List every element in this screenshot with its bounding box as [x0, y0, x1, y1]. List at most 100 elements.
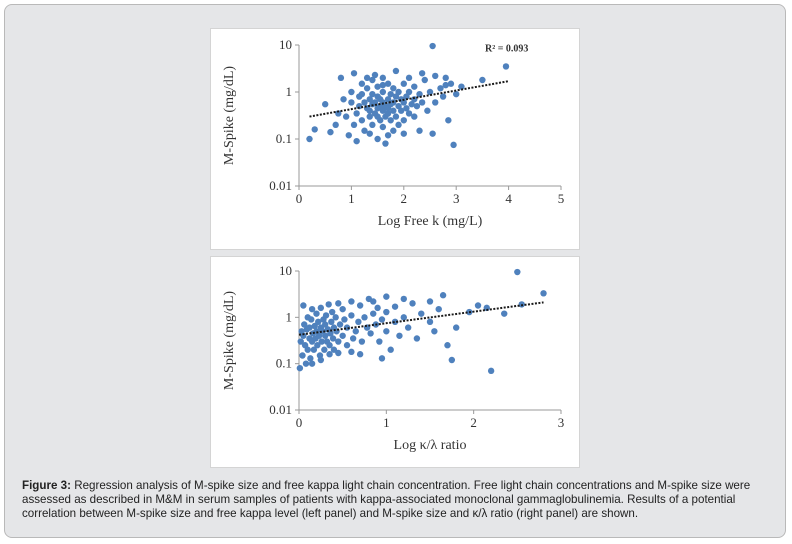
data-point: [306, 324, 313, 331]
data-point: [369, 76, 376, 84]
data-point: [378, 355, 386, 362]
data-point: [308, 316, 315, 323]
x-tick-label: 1: [348, 191, 355, 206]
data-point: [329, 335, 337, 342]
data-point: [379, 88, 387, 96]
data-point: [400, 314, 407, 321]
data-point: [418, 310, 425, 317]
data-point: [376, 338, 383, 345]
data-point: [366, 130, 373, 137]
data-point: [322, 321, 329, 328]
x-tick-label: 0: [296, 415, 303, 430]
data-point: [383, 308, 390, 316]
data-point: [403, 105, 410, 112]
data-point: [502, 63, 510, 70]
data-point: [444, 342, 451, 349]
caption-text: Regression analysis of M-spike size and …: [22, 479, 751, 520]
data-point: [366, 113, 373, 120]
x-tick-label: 3: [558, 415, 565, 430]
data-point: [304, 346, 311, 353]
data-point: [363, 85, 371, 92]
data-point: [400, 117, 407, 124]
data-point: [369, 90, 376, 98]
data-point: [390, 107, 397, 114]
data-point: [341, 316, 348, 323]
data-point: [540, 290, 547, 297]
x-tick-label: 2: [470, 415, 477, 430]
data-point: [390, 127, 397, 134]
data-point: [400, 99, 407, 106]
data-point: [348, 348, 355, 356]
figure-caption: Figure 3: Regression analysis of M-spike…: [22, 479, 776, 521]
data-point: [345, 132, 352, 139]
data-point: [339, 332, 346, 339]
scatter-chart-kappa-lambda-ratio: 0 1 2 3 10 1 0.1 0.01 Log κ/λ ratio M-Spike (mg/d…: [222, 263, 565, 453]
data-point: [384, 96, 392, 103]
data-point: [442, 81, 449, 89]
data-point: [352, 328, 359, 335]
data-point: [445, 117, 452, 124]
data-point: [336, 321, 344, 328]
data-point: [361, 127, 368, 134]
data-point: [300, 332, 307, 339]
data-point: [308, 360, 316, 367]
y-axis-label: M-Spike (mg/dL): [222, 291, 237, 390]
data-point: [416, 127, 423, 134]
data-point: [395, 88, 402, 96]
data-point: [432, 72, 439, 80]
data-point: [426, 318, 434, 326]
data-point: [326, 342, 333, 349]
data-point: [356, 302, 364, 309]
data-point: [424, 107, 431, 114]
data-point: [404, 324, 412, 331]
data-point: [328, 308, 336, 316]
data-point: [311, 126, 318, 133]
data-point: [439, 292, 447, 299]
data-point: [325, 301, 332, 308]
data-point: [453, 90, 460, 98]
data-point: [356, 102, 363, 110]
data-point: [379, 74, 387, 82]
x-axis-label: Log κ/λ ratio: [394, 438, 467, 453]
data-point: [474, 302, 482, 309]
data-point: [383, 293, 390, 300]
data-point: [300, 302, 307, 309]
y-tick-label: 1: [286, 84, 293, 99]
caption-label: Figure 3:: [22, 479, 71, 492]
data-point: [413, 102, 421, 110]
data-point: [405, 88, 413, 96]
data-point: [353, 110, 360, 117]
data-point: [374, 135, 381, 143]
data-point: [296, 364, 304, 372]
r-squared-annotation: R² = 0.093: [485, 44, 528, 55]
y-axis-label: M-Spike (mg/dL): [222, 66, 237, 165]
y-tick-label: 1: [286, 309, 293, 324]
data-point: [353, 137, 360, 145]
data-point: [411, 96, 418, 103]
data-point: [310, 346, 318, 353]
x-axis-label: Log Free k (mg/L): [378, 214, 483, 229]
y-tick-label: 0.1: [276, 131, 292, 146]
data-point: [426, 88, 434, 96]
data-point: [337, 74, 345, 82]
data-point: [432, 99, 439, 106]
data-point: [418, 70, 426, 77]
data-point: [313, 310, 320, 317]
data-point: [335, 110, 342, 117]
data-point: [387, 346, 394, 353]
x-tick-label: 0: [296, 191, 303, 206]
data-point: [421, 76, 428, 84]
data-point: [332, 121, 339, 129]
data-point: [306, 135, 313, 143]
x-tick-label: 5: [558, 191, 565, 206]
data-point: [400, 80, 407, 87]
data-point: [377, 117, 384, 124]
data-point: [363, 74, 371, 82]
data-point: [371, 71, 379, 79]
data-point: [355, 318, 362, 326]
data-point: [297, 338, 304, 345]
x-tick-label: 1: [383, 415, 390, 430]
data-point: [370, 310, 377, 317]
data-point: [391, 303, 399, 310]
data-point: [447, 80, 455, 87]
